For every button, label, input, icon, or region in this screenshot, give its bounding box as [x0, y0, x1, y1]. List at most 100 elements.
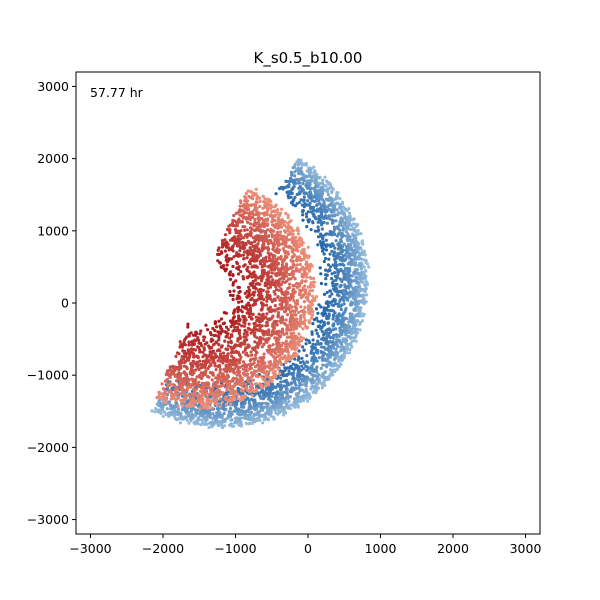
scatter-point — [230, 237, 234, 241]
scatter-point — [237, 353, 242, 357]
scatter-point — [338, 220, 342, 224]
scatter-point — [324, 376, 328, 380]
scatter-point — [253, 340, 257, 344]
scatter-point — [249, 350, 253, 354]
scatter-point — [324, 256, 328, 261]
scatter-point — [314, 209, 318, 213]
scatter-point — [283, 296, 287, 300]
scatter-point — [359, 264, 364, 268]
scatter-point — [205, 422, 209, 426]
scatter-point — [285, 327, 289, 331]
scatter-point — [322, 306, 326, 310]
scatter-point — [316, 386, 321, 390]
scatter-point — [248, 242, 252, 246]
scatter-point — [288, 191, 292, 196]
scatter-point — [245, 391, 249, 395]
scatter-point — [320, 204, 324, 208]
scatter-point — [181, 349, 185, 353]
scatter-point — [251, 329, 255, 333]
scatter-point — [257, 289, 261, 293]
scatter-point — [254, 389, 258, 393]
scatter-point — [258, 260, 262, 264]
scatter-point — [265, 278, 269, 282]
scatter-point — [244, 416, 248, 421]
scatter-point — [243, 195, 247, 199]
scatter-point — [325, 221, 329, 225]
scatter-point — [335, 193, 339, 197]
scatter-point — [295, 285, 299, 289]
scatter-point — [249, 357, 253, 361]
scatter-point — [336, 304, 340, 308]
scatter-point — [353, 293, 357, 297]
scatter-point — [305, 186, 309, 190]
scatter-point — [341, 337, 345, 341]
scatter-point — [260, 265, 264, 269]
scatter-point — [245, 388, 249, 392]
scatter-point — [183, 388, 187, 392]
scatter-point — [266, 290, 270, 294]
scatter-point — [325, 353, 329, 357]
scatter-point — [255, 363, 259, 367]
scatter-point — [304, 184, 308, 188]
scatter-point — [311, 284, 315, 288]
scatter-point — [294, 324, 298, 328]
scatter-point — [334, 319, 338, 323]
scatter-point — [243, 329, 248, 333]
scatter-point — [276, 374, 280, 378]
scatter-point — [266, 270, 271, 274]
scatter-point — [210, 345, 214, 350]
scatter-point — [220, 400, 224, 404]
scatter-point — [281, 405, 285, 410]
scatter-point — [338, 262, 342, 266]
scatter-point — [313, 189, 317, 193]
scatter-point — [229, 402, 233, 406]
scatter-point — [246, 189, 250, 193]
scatter-point — [279, 383, 283, 387]
scatter-point — [159, 411, 163, 416]
scatter-point — [317, 218, 321, 222]
scatter-point — [311, 212, 315, 216]
scatter-point — [289, 195, 293, 199]
scatter-point — [329, 245, 333, 249]
scatter-point — [262, 342, 266, 347]
scatter-point — [261, 221, 265, 225]
scatter-point — [211, 349, 216, 353]
scatter-point — [303, 267, 307, 271]
scatter-point — [168, 388, 172, 392]
scatter-point — [199, 366, 204, 370]
scatter-point — [297, 186, 301, 190]
scatter-point — [331, 187, 335, 191]
scatter-point — [257, 312, 261, 316]
scatter-point — [297, 368, 301, 372]
scatter-point — [335, 234, 340, 238]
scatter-point — [328, 308, 332, 313]
scatter-point — [301, 275, 305, 279]
scatter-point — [265, 299, 269, 303]
scatter-point — [214, 376, 218, 380]
scatter-point — [187, 378, 191, 382]
scatter-point — [234, 231, 238, 235]
scatter-point — [276, 224, 280, 228]
scatter-point — [253, 228, 257, 233]
scatter-point — [278, 223, 282, 227]
scatter-point — [297, 332, 301, 336]
scatter-point — [165, 384, 169, 388]
scatter-point — [251, 378, 255, 382]
scatter-point — [305, 215, 309, 219]
scatter-point — [309, 281, 313, 285]
scatter-point — [245, 251, 249, 255]
scatter-point — [352, 336, 356, 340]
scatter-point — [235, 382, 240, 386]
scatter-point — [213, 364, 217, 368]
scatter-point — [328, 368, 333, 372]
scatter-point — [316, 325, 320, 329]
scatter-point — [189, 350, 194, 354]
scatter-point — [276, 354, 280, 358]
scatter-point — [188, 402, 192, 406]
scatter-point — [333, 207, 337, 211]
scatter-point — [245, 386, 249, 390]
scatter-point — [238, 249, 242, 253]
scatter-point — [201, 409, 205, 413]
scatter-point — [347, 275, 351, 279]
scatter-point — [230, 398, 234, 402]
